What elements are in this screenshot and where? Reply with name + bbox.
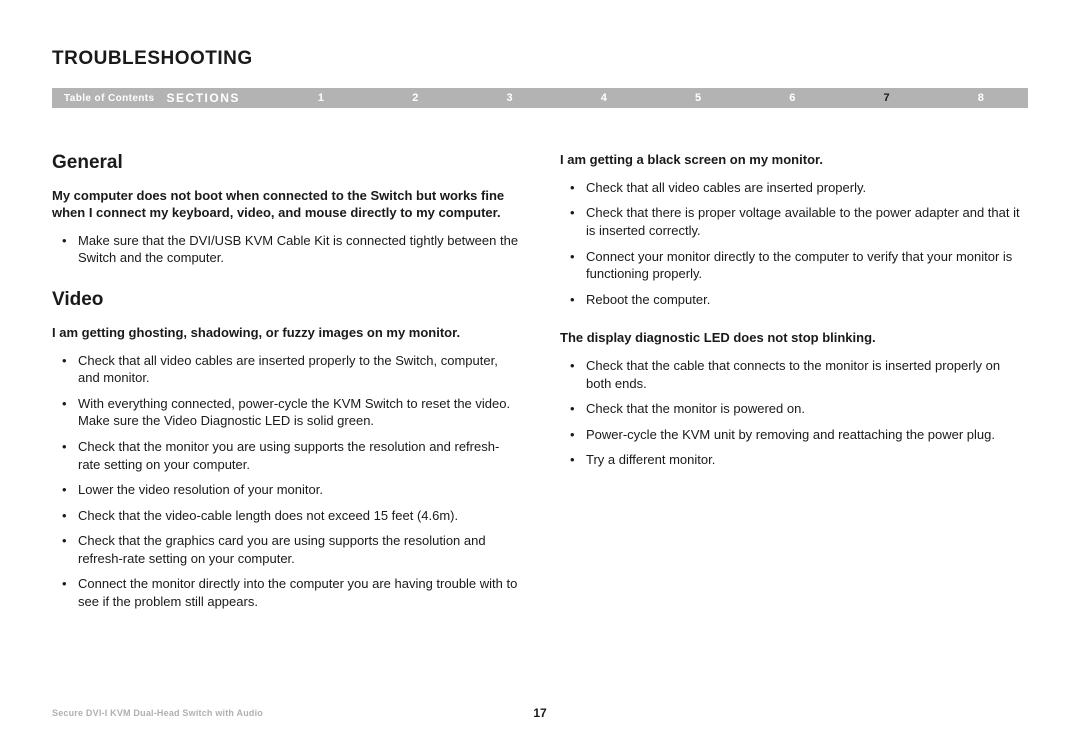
- section-link-3[interactable]: 3: [462, 92, 556, 104]
- section-link-6[interactable]: 6: [745, 92, 839, 104]
- section-link-1[interactable]: 1: [274, 92, 368, 104]
- list-item: Check that all video cables are inserted…: [576, 179, 1028, 197]
- page: TROUBLESHOOTING Table of Contents SECTIO…: [0, 0, 1080, 744]
- heading-general: General: [52, 152, 520, 174]
- page-footer: Secure DVI-I KVM Dual-Head Switch with A…: [52, 708, 1028, 718]
- sections-label: SECTIONS: [167, 91, 274, 105]
- question-led-blinking: The display diagnostic LED does not stop…: [560, 330, 1028, 347]
- section-link-4[interactable]: 4: [557, 92, 651, 104]
- footer-product: Secure DVI-I KVM Dual-Head Switch with A…: [52, 708, 263, 718]
- content-columns: General My computer does not boot when c…: [52, 152, 1028, 632]
- section-link-2[interactable]: 2: [368, 92, 462, 104]
- list-item: Make sure that the DVI/USB KVM Cable Kit…: [68, 232, 520, 267]
- footer-page-number: 17: [533, 706, 546, 720]
- list-item: Lower the video resolution of your monit…: [68, 481, 520, 499]
- left-column: General My computer does not boot when c…: [52, 152, 520, 632]
- section-navbar: Table of Contents SECTIONS 1 2 3 4 5 6 7…: [52, 88, 1028, 108]
- list-item: Check that the cable that connects to th…: [576, 357, 1028, 392]
- section-link-5[interactable]: 5: [651, 92, 745, 104]
- question-blackscreen: I am getting a black screen on my monito…: [560, 152, 1028, 169]
- list-item: With everything connected, power-cycle t…: [68, 395, 520, 430]
- list-item: Try a different monitor.: [576, 451, 1028, 469]
- answer-list-ghosting: Check that all video cables are inserted…: [52, 352, 520, 611]
- page-title: TROUBLESHOOTING: [52, 48, 1028, 70]
- list-item: Check that all video cables are inserted…: [68, 352, 520, 387]
- section-link-8[interactable]: 8: [934, 92, 1028, 104]
- answer-list-boot: Make sure that the DVI/USB KVM Cable Kit…: [52, 232, 520, 267]
- list-item: Connect your monitor directly to the com…: [576, 248, 1028, 283]
- list-item: Power-cycle the KVM unit by removing and…: [576, 426, 1028, 444]
- answer-list-led-blinking: Check that the cable that connects to th…: [560, 357, 1028, 469]
- list-item: Check that the graphics card you are usi…: [68, 532, 520, 567]
- toc-link[interactable]: Table of Contents: [52, 93, 167, 104]
- list-item: Check that there is proper voltage avail…: [576, 204, 1028, 239]
- question-ghosting: I am getting ghosting, shadowing, or fuz…: [52, 325, 520, 342]
- question-boot: My computer does not boot when connected…: [52, 188, 520, 222]
- section-link-7[interactable]: 7: [839, 92, 933, 104]
- answer-list-blackscreen: Check that all video cables are inserted…: [560, 179, 1028, 308]
- list-item: Check that the monitor is powered on.: [576, 400, 1028, 418]
- list-item: Connect the monitor directly into the co…: [68, 575, 520, 610]
- right-column: I am getting a black screen on my monito…: [560, 152, 1028, 632]
- list-item: Reboot the computer.: [576, 291, 1028, 309]
- list-item: Check that the video-cable length does n…: [68, 507, 520, 525]
- list-item: Check that the monitor you are using sup…: [68, 438, 520, 473]
- heading-video: Video: [52, 289, 520, 311]
